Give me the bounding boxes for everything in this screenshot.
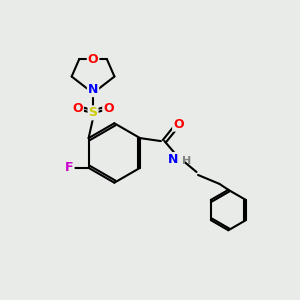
- Text: F: F: [65, 161, 74, 174]
- Text: S: S: [88, 106, 98, 119]
- Text: N: N: [88, 83, 98, 96]
- Text: O: O: [173, 118, 184, 130]
- Text: N: N: [167, 153, 178, 166]
- Text: H: H: [182, 156, 191, 166]
- Text: O: O: [88, 53, 98, 66]
- Text: O: O: [103, 102, 114, 115]
- Text: O: O: [72, 102, 83, 115]
